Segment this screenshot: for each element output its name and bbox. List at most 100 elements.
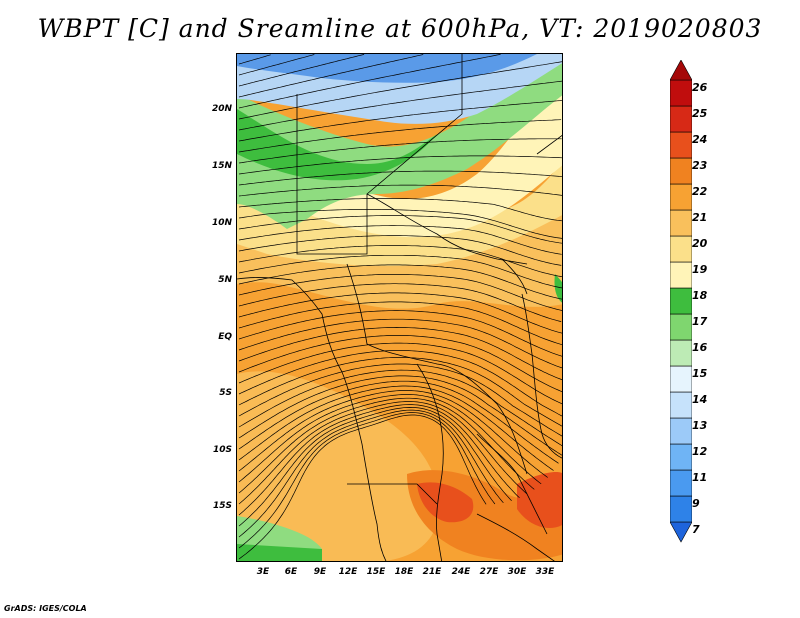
colorbar-segment bbox=[670, 235, 692, 263]
lat-label-20n: 20N bbox=[211, 104, 232, 114]
border-east-3 bbox=[501, 258, 528, 295]
colorbar-label-20: 20 bbox=[692, 237, 708, 250]
lon-label-18e: 18E bbox=[394, 567, 414, 577]
colorbar-segment bbox=[670, 261, 692, 289]
lon-label-24e: 24E bbox=[451, 567, 471, 577]
streamline bbox=[238, 412, 496, 549]
border-south-2 bbox=[347, 483, 438, 505]
streamline bbox=[238, 404, 520, 516]
streamline-layer bbox=[238, 54, 562, 560]
colorbar-segment bbox=[670, 365, 692, 393]
colorbar-label-21: 21 bbox=[692, 211, 708, 224]
colorbar-label-24: 24 bbox=[692, 133, 708, 146]
streamline bbox=[238, 390, 548, 478]
colorbar-label-23: 23 bbox=[692, 159, 708, 172]
streamline bbox=[238, 264, 562, 300]
colorbar-arrow-top bbox=[670, 60, 692, 81]
colorbar-label-9: 9 bbox=[692, 497, 700, 510]
lat-label-15s: 15S bbox=[212, 501, 232, 511]
colorbar-segment bbox=[670, 469, 692, 497]
streamline bbox=[238, 54, 501, 109]
streamline bbox=[238, 292, 562, 334]
lon-label-21e: 21E bbox=[422, 567, 442, 577]
streamline bbox=[238, 54, 365, 87]
colorbar-segment bbox=[670, 209, 692, 237]
wbpt-map bbox=[237, 54, 562, 561]
colorbar-segment bbox=[670, 287, 692, 315]
field-lightgreen-south bbox=[237, 516, 322, 549]
colorbar-arrow-bottom bbox=[670, 521, 692, 543]
border-sahel bbox=[366, 193, 528, 265]
map-panel bbox=[236, 53, 563, 562]
streamline bbox=[238, 274, 562, 311]
streamline bbox=[238, 235, 562, 266]
footer-credit: GrADS: IGES/COLA bbox=[4, 604, 87, 613]
streamline bbox=[238, 407, 512, 527]
streamline bbox=[238, 301, 562, 346]
colorbar-label-16: 16 bbox=[692, 341, 708, 354]
streamline bbox=[238, 80, 562, 131]
streamline bbox=[238, 318, 562, 369]
colorbar-label-13: 13 bbox=[692, 419, 708, 432]
colorbar-segment bbox=[670, 417, 692, 445]
west-coastline bbox=[237, 277, 387, 561]
field-red-orange-east bbox=[517, 472, 562, 528]
field-orange-light-south bbox=[237, 371, 439, 561]
streamline bbox=[238, 342, 562, 405]
field-green-east bbox=[554, 274, 562, 303]
streamline bbox=[238, 385, 554, 471]
streamline bbox=[238, 327, 562, 381]
streamline bbox=[238, 254, 562, 289]
colorbar-segment bbox=[670, 313, 692, 341]
lon-label-6e: 6E bbox=[284, 567, 298, 577]
colorbar-label-25: 25 bbox=[692, 107, 708, 120]
streamline bbox=[238, 363, 562, 437]
border-northeast bbox=[536, 134, 562, 155]
streamline bbox=[238, 375, 562, 456]
colorbar-segment bbox=[670, 105, 692, 133]
colorbar-label-22: 22 bbox=[692, 185, 708, 198]
streamline bbox=[238, 401, 528, 505]
lon-label-9e: 9E bbox=[313, 567, 327, 577]
colorbar-label-17: 17 bbox=[692, 315, 708, 328]
colorbar-segment bbox=[670, 339, 692, 367]
streamline bbox=[238, 245, 562, 278]
streamline bbox=[238, 54, 424, 98]
border-north bbox=[296, 54, 463, 255]
streamline bbox=[238, 283, 562, 322]
field-red-orange bbox=[417, 482, 474, 523]
streamline bbox=[238, 414, 487, 560]
colorbar bbox=[670, 60, 692, 543]
streamline bbox=[238, 310, 562, 357]
colorbar-label-11: 11 bbox=[692, 471, 708, 484]
colorbar-label-14: 14 bbox=[692, 393, 708, 406]
country-borders bbox=[237, 54, 562, 561]
map-title: WBPT [C] and Sreamline at 600hPa, VT: 20… bbox=[37, 14, 763, 43]
colorbar-label-26: 26 bbox=[692, 81, 708, 94]
border-south-1 bbox=[416, 363, 444, 561]
border-central bbox=[346, 263, 528, 475]
colorbar-segment bbox=[670, 131, 692, 159]
colorbar-segment bbox=[670, 183, 692, 211]
streamline bbox=[238, 54, 271, 65]
field-yellow bbox=[237, 144, 562, 266]
streamline bbox=[238, 100, 562, 142]
lat-label-10s: 10S bbox=[212, 445, 232, 455]
colorbar-label-15: 15 bbox=[692, 367, 708, 380]
colorbar-segment bbox=[670, 79, 692, 107]
colorbar-segment bbox=[670, 157, 692, 185]
streamline bbox=[238, 155, 562, 175]
colorbar-label-7: 7 bbox=[692, 523, 700, 536]
colorbar-label-18: 18 bbox=[692, 289, 708, 302]
streamline bbox=[238, 198, 562, 222]
colorbar-label-12: 12 bbox=[692, 445, 708, 458]
streamline bbox=[238, 394, 542, 485]
streamline bbox=[238, 170, 562, 186]
field-green bbox=[237, 109, 437, 181]
streamline bbox=[238, 369, 562, 447]
lon-label-15e: 15E bbox=[366, 567, 386, 577]
streamline bbox=[238, 119, 562, 153]
border-east-2 bbox=[521, 293, 562, 459]
lon-label-30e: 30E bbox=[507, 567, 527, 577]
streamline bbox=[238, 225, 562, 255]
